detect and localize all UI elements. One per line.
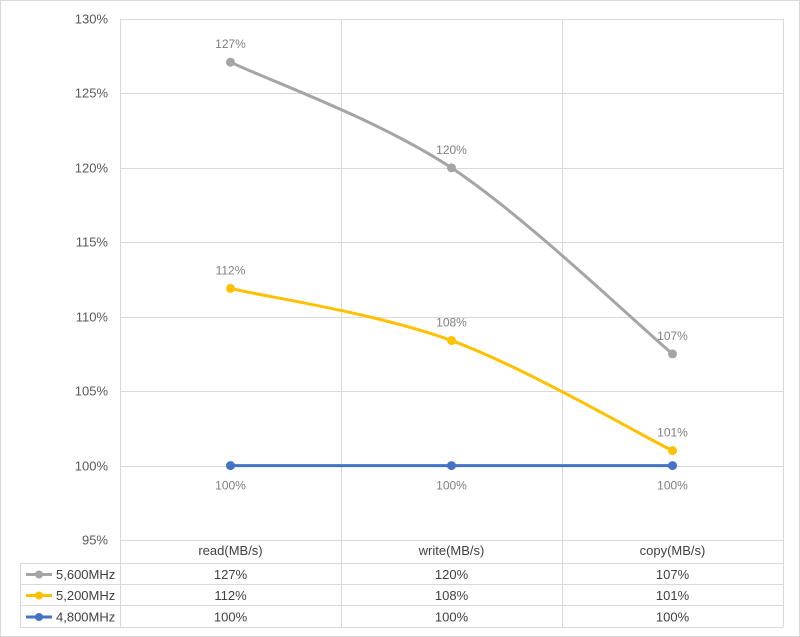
y-tick-label: 125% <box>75 86 109 101</box>
y-tick-label: 95% <box>82 533 108 548</box>
data-point <box>447 336 456 346</box>
category-label: read(MB/s) <box>198 543 262 558</box>
legend-marker <box>35 591 43 600</box>
data-label: 112% <box>216 263 246 277</box>
y-axis-tick-labels: 95% 100% 105% 110% 115% 120% 125% 130% <box>75 12 109 548</box>
data-label: 100% <box>657 479 688 493</box>
table-value: 120% <box>435 567 469 582</box>
legend-marker <box>35 613 43 621</box>
table-value: 100% <box>435 610 469 625</box>
data-point <box>447 163 456 173</box>
legend-label: 4,800MHz <box>56 610 115 625</box>
y-tick-label: 120% <box>75 161 109 176</box>
data-labels: 127% 120% 107% 112% 108% 101% 100% 100% 100% <box>215 37 688 492</box>
table-value: 100% <box>214 610 248 625</box>
data-label: 107% <box>657 329 688 343</box>
legend-label: 5,200MHz <box>56 588 115 603</box>
y-tick-label: 100% <box>75 459 109 474</box>
table-value: 112% <box>214 588 247 603</box>
data-label: 100% <box>215 479 246 493</box>
data-point <box>447 461 456 471</box>
data-point <box>226 283 235 293</box>
series-lines <box>226 57 677 471</box>
data-label: 127% <box>215 37 246 51</box>
data-point <box>226 57 235 67</box>
y-tick-label: 105% <box>75 384 109 399</box>
data-label: 120% <box>436 143 467 157</box>
table-value: 127% <box>214 567 248 582</box>
legend-label: 5,600MHz <box>56 567 115 582</box>
data-point <box>226 461 235 471</box>
table-value: 107% <box>656 567 690 582</box>
y-tick-label: 110% <box>76 310 109 325</box>
data-label: 100% <box>436 479 467 493</box>
legend-marker <box>35 570 43 579</box>
data-point <box>668 461 677 471</box>
category-label: copy(MB/s) <box>640 543 706 558</box>
data-label: 108% <box>436 316 467 330</box>
y-tick-label: 115% <box>76 235 109 250</box>
table-value: 100% <box>656 610 690 625</box>
data-label: 101% <box>657 426 688 440</box>
table-value: 108% <box>435 588 469 603</box>
table-value: 101% <box>656 588 690 603</box>
y-tick-label: 130% <box>75 12 109 27</box>
data-point <box>668 446 677 456</box>
data-point <box>668 349 677 359</box>
category-label: write(MB/s) <box>418 543 485 558</box>
data-table: read(MB/s) write(MB/s) copy(MB/s) 5,600MHz 1… <box>20 540 783 628</box>
